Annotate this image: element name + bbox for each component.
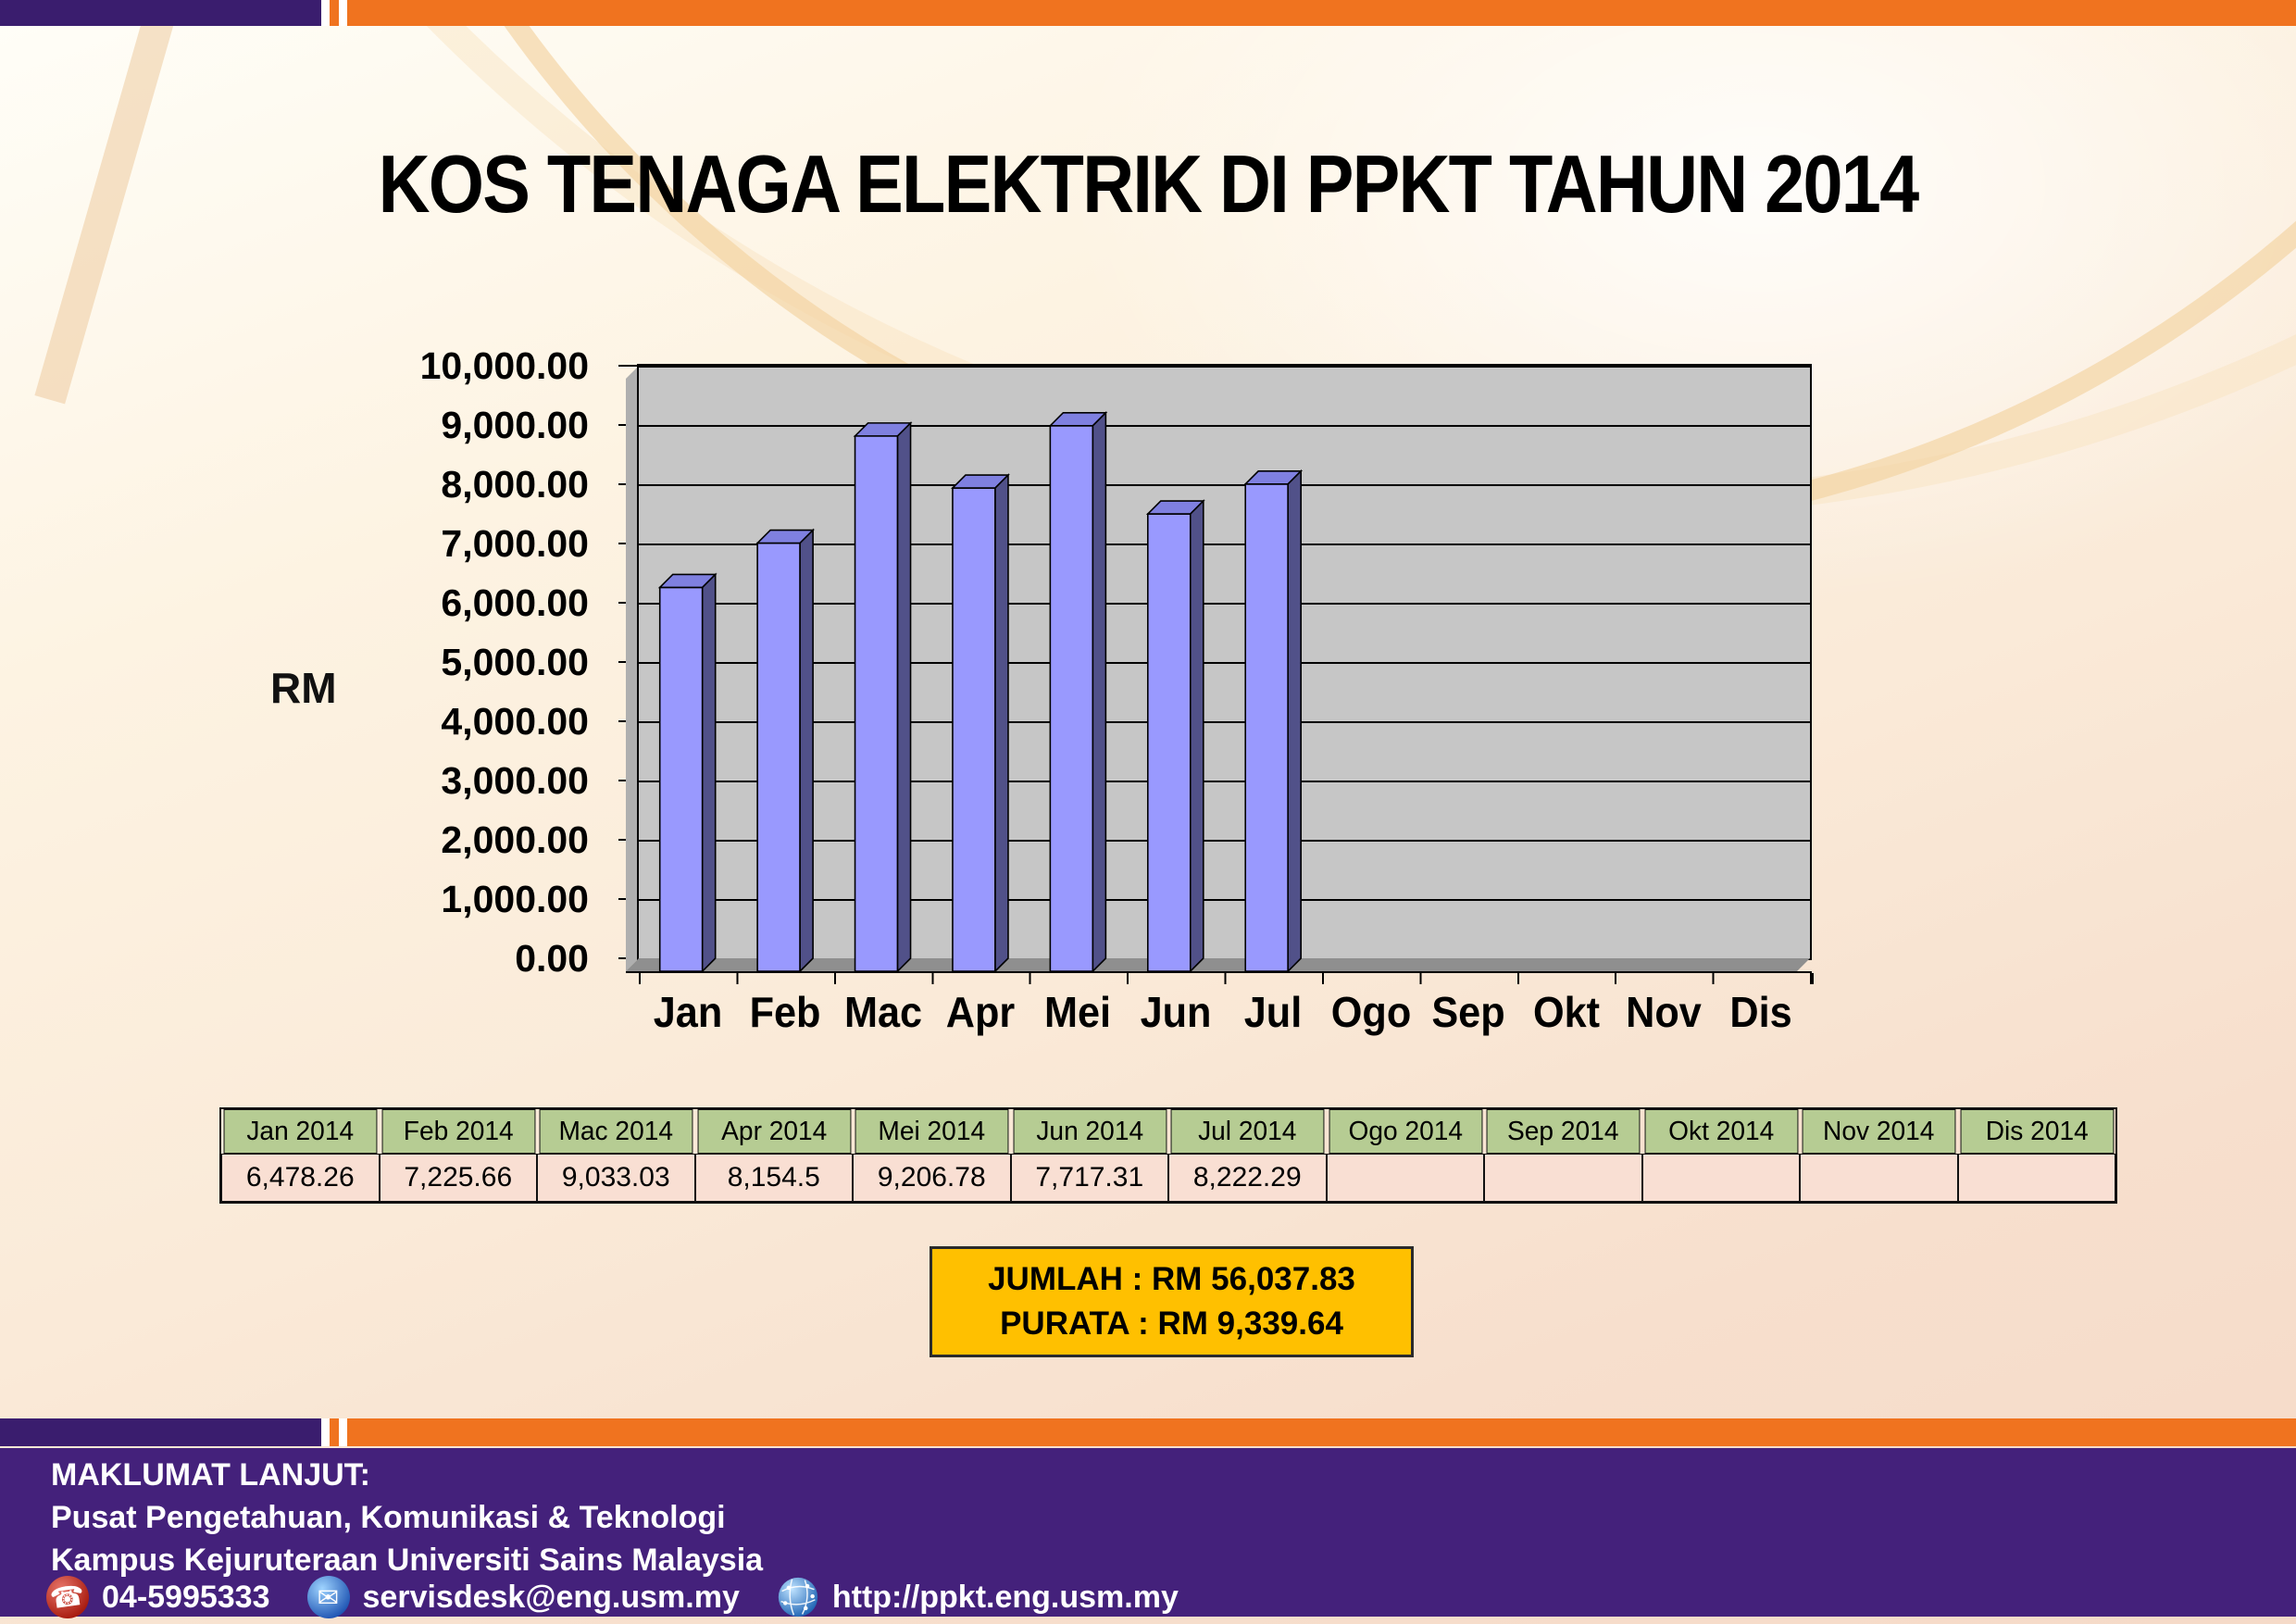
email-icon: ✉ bbox=[306, 1576, 350, 1618]
table-header-cell: Nov 2014 bbox=[1802, 1109, 1955, 1154]
footer: MAKLUMAT LANJUT: Pusat Pengetahuan, Komu… bbox=[0, 1448, 2296, 1618]
y-tick-label: 7,000.00 bbox=[441, 522, 589, 565]
y-tick-label: 3,000.00 bbox=[441, 759, 589, 802]
email-glyph: ✉ bbox=[317, 1581, 340, 1613]
y-tick-label: 8,000.00 bbox=[441, 463, 589, 506]
page-title: KOS TENAGA ELEKTRIK DI PPKT TAHUN 2014 bbox=[378, 138, 1920, 230]
x-axis-line bbox=[626, 971, 1812, 973]
bar-feb bbox=[755, 528, 816, 971]
table-header-cell: Sep 2014 bbox=[1486, 1109, 1640, 1154]
footer-org-line: Pusat Pengetahuan, Komunikasi & Teknolog… bbox=[51, 1500, 726, 1535]
table-value-cell: 9,033.03 bbox=[537, 1154, 695, 1202]
y-axis-labels: 10,000.00 9,000.00 8,000.00 7,000.00 6,0… bbox=[306, 344, 611, 992]
y-tick-label: 10,000.00 bbox=[419, 344, 589, 387]
x-axis-tick-marks bbox=[639, 973, 1814, 984]
x-axis-labels: Jan Feb Mac Apr Mei Jun Jul Ogo Sep Okt … bbox=[639, 987, 1810, 1043]
email-address: servisdesk@eng.usm.my bbox=[362, 1579, 740, 1615]
x-tick-label: Ogo bbox=[1330, 988, 1411, 1036]
phone-glyph: ☎ bbox=[48, 1579, 87, 1616]
table-header-cell: Jul 2014 bbox=[1170, 1109, 1324, 1154]
table-value-cell: 7,717.31 bbox=[1010, 1154, 1168, 1202]
x-tick-label: Apr bbox=[945, 988, 1016, 1036]
table-header-cell: Jan 2014 bbox=[223, 1109, 377, 1154]
y-tick-label: 1,000.00 bbox=[441, 878, 589, 920]
summary-average: PURATA : RM 9,339.64 bbox=[1000, 1305, 1343, 1342]
globe-icon bbox=[777, 1576, 819, 1618]
plot-3d-floor bbox=[626, 958, 1810, 971]
plot-3d-side-wall bbox=[626, 366, 639, 971]
y-tick-label: 4,000.00 bbox=[441, 700, 589, 743]
table-value-cell: 7,225.66 bbox=[379, 1154, 537, 1202]
bar-apr bbox=[951, 473, 1010, 971]
x-tick-label: Dis bbox=[1729, 988, 1792, 1036]
top-accent-bar bbox=[0, 0, 2296, 26]
bars-layer bbox=[657, 410, 1304, 971]
table-value-cell bbox=[1957, 1154, 2115, 1202]
x-tick-label: Mac bbox=[843, 988, 922, 1036]
footer-heading: MAKLUMAT LANJUT: bbox=[51, 1457, 370, 1493]
summary-total: JUMLAH : RM 56,037.83 bbox=[988, 1261, 1355, 1297]
table-header-cell: Dis 2014 bbox=[1960, 1109, 2114, 1154]
y-tick-label: 6,000.00 bbox=[441, 581, 589, 624]
y-axis-title: RM bbox=[270, 664, 337, 712]
table-value-cell: 8,154.5 bbox=[694, 1154, 853, 1202]
bar-mac bbox=[853, 420, 913, 971]
table-value-cell: 9,206.78 bbox=[853, 1154, 1011, 1202]
x-tick-label: Nov bbox=[1626, 988, 1702, 1036]
table-header-cell: Mac 2014 bbox=[539, 1109, 693, 1154]
x-tick-label: Okt bbox=[1532, 988, 1600, 1036]
website-url: http://ppkt.eng.usm.my bbox=[831, 1579, 1179, 1615]
x-tick-label: Mei bbox=[1044, 988, 1112, 1036]
table-value-cell bbox=[1641, 1154, 1800, 1202]
x-tick-label: Sep bbox=[1431, 988, 1505, 1036]
x-tick-label: Jun bbox=[1140, 988, 1212, 1036]
y-tick-label: 5,000.00 bbox=[441, 641, 589, 683]
x-tick-label: Jul bbox=[1243, 988, 1303, 1036]
table-value-cell bbox=[1800, 1154, 1958, 1202]
plot-area bbox=[637, 364, 1812, 960]
table-header-cell: Ogo 2014 bbox=[1329, 1109, 1482, 1154]
footer-contacts: ☎ 04-5995333 ✉ servisdesk@eng.usm.my bbox=[46, 1576, 1179, 1618]
y-tick-label: 0.00 bbox=[515, 937, 589, 980]
table-header-cell: Apr 2014 bbox=[697, 1109, 851, 1154]
globe-graphic bbox=[778, 1577, 818, 1618]
bar-jan bbox=[657, 572, 718, 971]
x-tick-label: Feb bbox=[749, 988, 821, 1036]
table-value-cell: 6,478.26 bbox=[221, 1154, 380, 1202]
bar-mei bbox=[1048, 410, 1108, 971]
footer-campus-line: Kampus Kejuruteraan Universiti Sains Mal… bbox=[51, 1543, 764, 1578]
bar-jun bbox=[1145, 499, 1205, 971]
table-value-cell bbox=[1326, 1154, 1484, 1202]
x-tick-label: Jan bbox=[653, 988, 722, 1036]
table-header-cell: Jun 2014 bbox=[1013, 1109, 1167, 1154]
table-header-cell: Feb 2014 bbox=[381, 1109, 535, 1154]
data-table: Jan 2014 Feb 2014 Mac 2014 Apr 2014 Mei … bbox=[219, 1107, 2117, 1204]
phone-icon: ☎ bbox=[46, 1576, 89, 1618]
phone-number: 04-5995333 bbox=[102, 1579, 270, 1615]
table-header-cell: Okt 2014 bbox=[1644, 1109, 1798, 1154]
bottom-accent-bar bbox=[0, 1418, 2296, 1446]
summary-box: JUMLAH : RM 56,037.83 PURATA : RM 9,339.… bbox=[930, 1246, 1414, 1357]
y-tick-label: 2,000.00 bbox=[441, 818, 589, 861]
table-value-cell bbox=[1484, 1154, 1642, 1202]
table-value-cell: 8,222.29 bbox=[1168, 1154, 1327, 1202]
y-tick-label: 9,000.00 bbox=[441, 404, 589, 446]
bar-jul bbox=[1243, 468, 1304, 971]
table-header-cell: Mei 2014 bbox=[855, 1109, 1008, 1154]
